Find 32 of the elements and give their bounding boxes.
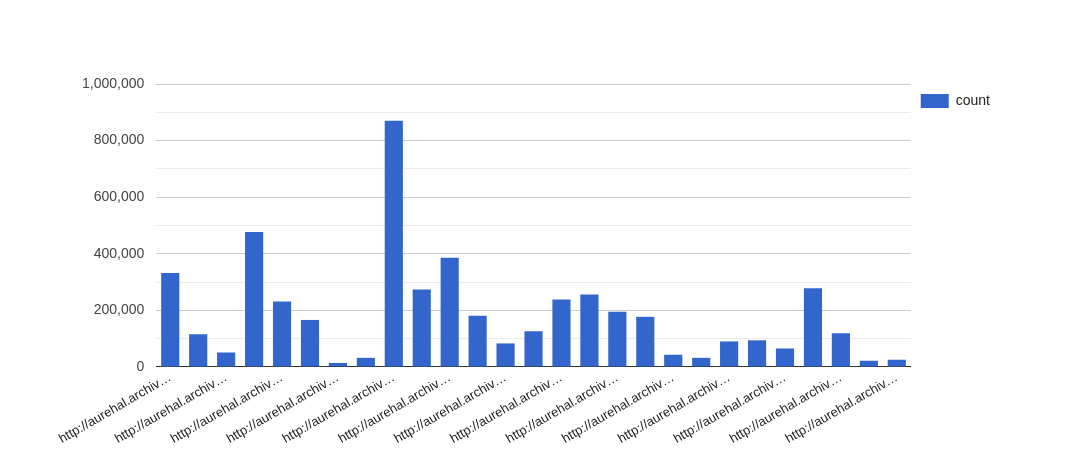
bar [775, 348, 795, 367]
bar [245, 231, 264, 367]
bar [803, 288, 823, 367]
bar [161, 272, 180, 367]
bar [887, 359, 906, 367]
bar [356, 357, 375, 367]
bar [300, 319, 320, 367]
legend-label: count [955, 91, 991, 108]
y-tick-label: 400,000 [93, 244, 145, 261]
y-tick-label: 1,000,000 [81, 74, 145, 91]
bar [692, 357, 711, 367]
bar [636, 316, 655, 367]
bar [580, 294, 599, 367]
bar [552, 299, 571, 367]
y-tick-label: 800,000 [93, 131, 145, 148]
bar [831, 333, 850, 367]
bar [384, 120, 403, 367]
bar [664, 354, 683, 367]
bar [272, 301, 292, 367]
bar [496, 343, 515, 367]
bar [468, 315, 487, 367]
bar [440, 257, 459, 367]
bar [524, 331, 543, 367]
bar [412, 289, 431, 367]
bar [747, 340, 767, 367]
y-tick-label: 0 [136, 357, 145, 374]
y-tick-label: 200,000 [93, 301, 145, 318]
bar [608, 311, 627, 367]
bar [189, 334, 208, 367]
bar [217, 352, 236, 367]
bar [720, 341, 739, 367]
y-tick-label: 600,000 [93, 188, 145, 205]
